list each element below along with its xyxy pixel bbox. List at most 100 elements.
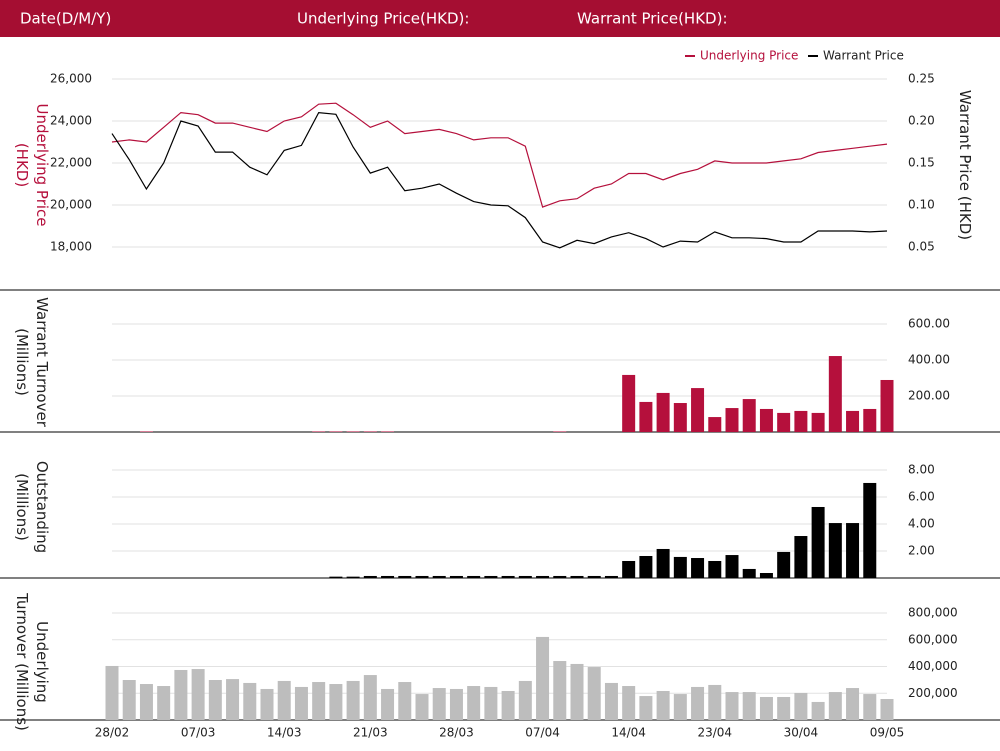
bar bbox=[673, 694, 687, 720]
bar bbox=[587, 667, 601, 720]
bar bbox=[312, 682, 326, 720]
y2-tick-label: 0.05 bbox=[908, 240, 935, 254]
bar bbox=[363, 431, 377, 432]
bar bbox=[691, 388, 705, 432]
bar bbox=[329, 576, 343, 578]
bar bbox=[570, 575, 584, 578]
bar bbox=[759, 573, 773, 578]
axis-title-line: Turnover (Millions) bbox=[14, 592, 32, 731]
axis-title-line: Warrant Price (HKD) bbox=[957, 90, 975, 240]
bar bbox=[639, 696, 653, 720]
bar bbox=[432, 575, 446, 578]
bar bbox=[570, 663, 584, 720]
bar bbox=[139, 684, 153, 720]
bar bbox=[604, 575, 618, 578]
bar bbox=[742, 568, 756, 578]
axis-title: Warrant Turnover(Millions) bbox=[14, 297, 52, 428]
axis-title-line: (Millions) bbox=[14, 473, 32, 541]
bar bbox=[846, 523, 860, 578]
bar bbox=[673, 403, 687, 432]
axis-title-line: Underlying Price bbox=[34, 103, 52, 226]
bar bbox=[828, 523, 842, 578]
y-tick-label: 22,000 bbox=[50, 156, 92, 170]
bar bbox=[846, 688, 860, 720]
bar bbox=[553, 575, 567, 578]
line-series bbox=[111, 111, 888, 249]
bar bbox=[363, 575, 377, 578]
bar bbox=[432, 688, 446, 720]
y-tick-label: 600,000 bbox=[908, 632, 958, 646]
bar bbox=[467, 686, 481, 720]
bar bbox=[449, 688, 463, 720]
bar bbox=[828, 692, 842, 720]
bar bbox=[725, 692, 739, 720]
bar bbox=[553, 661, 567, 720]
header-field: Warrant Price(HKD): bbox=[577, 10, 728, 28]
bar bbox=[725, 408, 739, 432]
bar bbox=[294, 686, 308, 720]
line-series bbox=[111, 102, 888, 208]
y2-tick-label: 0.25 bbox=[908, 72, 935, 86]
x-tick-label: 14/03 bbox=[267, 726, 302, 740]
bar bbox=[794, 410, 808, 432]
bar bbox=[518, 680, 532, 720]
axis-title: UnderlyingTurnover (Millions) bbox=[14, 592, 52, 731]
bar bbox=[811, 412, 825, 432]
legend-label: Underlying Price bbox=[700, 49, 798, 63]
axis-title-line: Warrant Turnover bbox=[34, 297, 52, 428]
bar bbox=[484, 575, 498, 578]
y-tick-label: 400.00 bbox=[908, 353, 950, 367]
y-tick-label: 800,000 bbox=[908, 606, 958, 620]
bar bbox=[467, 575, 481, 578]
bar bbox=[811, 701, 825, 720]
bar bbox=[226, 679, 240, 720]
bar bbox=[828, 356, 842, 432]
bar bbox=[673, 556, 687, 578]
bar bbox=[346, 431, 360, 432]
y-tick-label: 18,000 bbox=[50, 240, 92, 254]
bar bbox=[501, 690, 515, 720]
x-tick-label: 21/03 bbox=[353, 726, 388, 740]
y-tick-label: 200.00 bbox=[908, 389, 950, 403]
bar bbox=[329, 431, 343, 432]
bar bbox=[863, 694, 877, 720]
bar bbox=[777, 412, 791, 432]
y-tick-label: 6.00 bbox=[908, 490, 935, 504]
bar bbox=[449, 575, 463, 578]
bar bbox=[398, 682, 412, 720]
axis-title-line: Outstanding bbox=[34, 461, 52, 553]
bar bbox=[742, 399, 756, 432]
bar bbox=[346, 576, 360, 578]
bar bbox=[777, 696, 791, 720]
bar bbox=[777, 551, 791, 578]
bar bbox=[329, 684, 343, 720]
axis-title: Underlying Price(HKD) bbox=[14, 103, 52, 226]
bar bbox=[880, 699, 894, 720]
bar bbox=[122, 680, 136, 720]
x-tick-label: 14/04 bbox=[611, 726, 646, 740]
axis-title-line: (HKD) bbox=[14, 143, 32, 187]
x-tick-label: 23/04 bbox=[697, 726, 732, 740]
bar bbox=[622, 374, 636, 432]
bar bbox=[415, 575, 429, 578]
bar bbox=[863, 408, 877, 432]
x-tick-label: 30/04 bbox=[784, 726, 819, 740]
bar bbox=[794, 536, 808, 578]
axis-title-line: (Millions) bbox=[14, 328, 32, 396]
bar bbox=[208, 680, 222, 720]
bar bbox=[691, 558, 705, 578]
x-tick-label: 28/03 bbox=[439, 726, 474, 740]
y-tick-label: 600.00 bbox=[908, 317, 950, 331]
bar bbox=[708, 684, 722, 720]
y-tick-label: 4.00 bbox=[908, 517, 935, 531]
bar bbox=[174, 669, 188, 720]
y-tick-label: 200,000 bbox=[908, 686, 958, 700]
header-field: Underlying Price(HKD): bbox=[297, 10, 469, 28]
bar bbox=[742, 692, 756, 720]
bar bbox=[518, 575, 532, 578]
bar bbox=[759, 408, 773, 432]
bar bbox=[260, 688, 274, 720]
header-bar bbox=[0, 0, 1000, 37]
bar bbox=[656, 392, 670, 432]
axis-title-line: Underlying bbox=[34, 621, 52, 703]
